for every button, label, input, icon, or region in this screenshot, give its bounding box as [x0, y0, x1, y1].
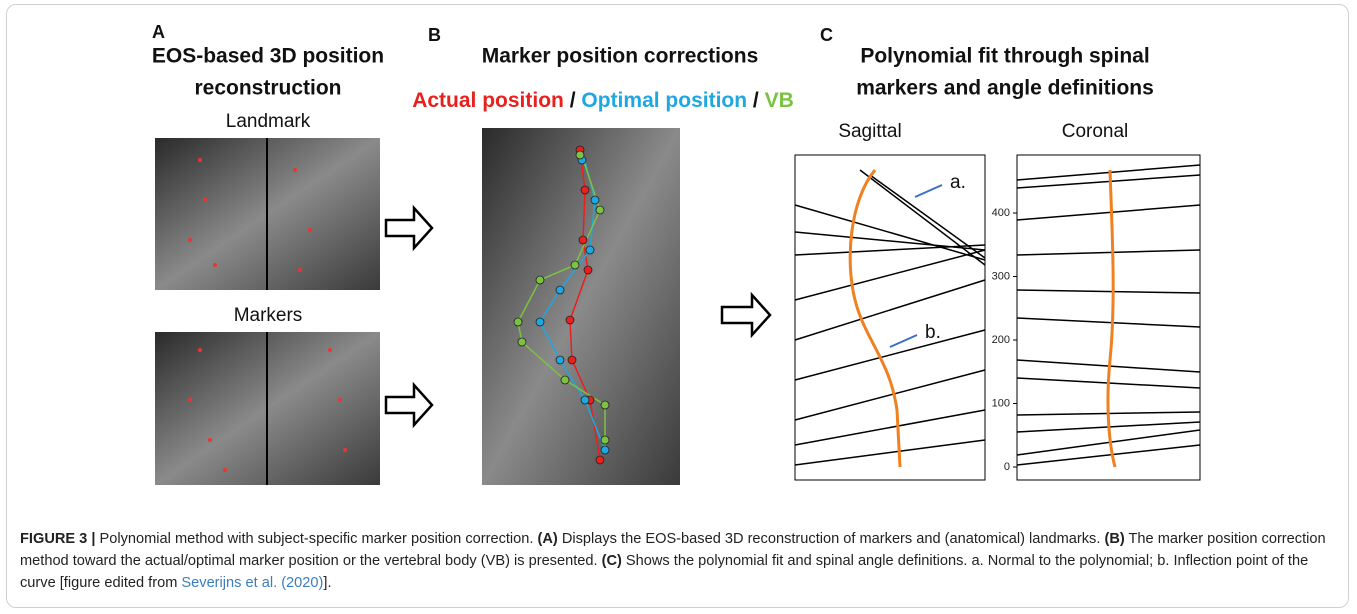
- legend-separator: /: [753, 89, 759, 112]
- panel-letter: C: [820, 25, 833, 45]
- legend-entry: Actual position: [412, 89, 564, 112]
- marker-dot: [576, 151, 584, 159]
- caption-text: ].: [323, 575, 331, 591]
- citation-link[interactable]: Severijns et al. (2020): [181, 575, 323, 591]
- marker-dot: [568, 356, 576, 364]
- marker-dot: [584, 266, 592, 274]
- caption-text: FIGURE 3 |: [20, 531, 95, 547]
- page: {"panels": [ {"letter": "A", "title": ["…: [0, 0, 1357, 614]
- subplot-title: Coronal: [1062, 121, 1129, 142]
- caption-text: Displays the EOS-based 3D reconstruction…: [558, 531, 1105, 547]
- marker-dot: [601, 436, 609, 444]
- marker-dot: [571, 261, 579, 269]
- subplot-title: Sagittal: [838, 121, 901, 142]
- marker-dot: [581, 186, 589, 194]
- legend-separator: /: [570, 89, 576, 112]
- marker-dot: [601, 401, 609, 409]
- panel-title: Polynomial fit through spinal: [860, 45, 1149, 68]
- y-tick-label: 300: [992, 270, 1010, 282]
- marker-dot: [514, 318, 522, 326]
- annotation: b.: [925, 322, 941, 343]
- legend: Actual position / Optimal position / VB: [412, 89, 794, 112]
- marker-dot: [586, 246, 594, 254]
- marker-dot: [601, 446, 609, 454]
- marker-dot: [579, 236, 587, 244]
- marker-dot: [518, 338, 526, 346]
- xray-corrections: [482, 128, 680, 485]
- marker-dot: [561, 376, 569, 384]
- panel-title: Marker position corrections: [482, 45, 759, 68]
- xray-markers: [155, 332, 380, 485]
- caption-text: (A): [538, 531, 558, 547]
- panel-letter: A: [152, 22, 165, 42]
- legend-entry: VB: [765, 89, 794, 112]
- xray-landmark: [155, 138, 380, 290]
- marker-dot: [596, 206, 604, 214]
- marker-dot: [556, 356, 564, 364]
- marker-dot: [536, 276, 544, 284]
- sagittal-plot: [795, 155, 985, 480]
- y-tick-label: 200: [992, 334, 1010, 346]
- panel-letter: B: [428, 25, 441, 45]
- y-tick-label: 400: [992, 207, 1010, 219]
- image-label: Landmark: [226, 111, 311, 132]
- figure: A EOS-based 3D position reconstruction Land…: [0, 0, 1357, 528]
- caption-text: (B): [1104, 531, 1124, 547]
- marker-dot: [566, 316, 574, 324]
- y-tick-label: 0: [1004, 461, 1010, 473]
- caption-text: (C): [602, 553, 622, 569]
- panel-title: markers and angle definitions: [856, 77, 1154, 100]
- panel-title: EOS-based 3D position: [152, 45, 384, 68]
- marker-dot: [581, 396, 589, 404]
- marker-dot: [596, 456, 604, 464]
- annotation: a.: [950, 172, 966, 193]
- image-label: Markers: [234, 305, 303, 326]
- marker-dot: [591, 196, 599, 204]
- y-tick-label: 100: [992, 397, 1010, 409]
- caption-text: Polynomial method with subject-specific …: [95, 531, 537, 547]
- legend-entry: Optimal position: [581, 89, 747, 112]
- coronal-plot: [1017, 155, 1200, 480]
- marker-dot: [556, 286, 564, 294]
- marker-dot: [536, 318, 544, 326]
- caption: FIGURE 3 | Polynomial method with subjec…: [20, 528, 1335, 594]
- panel-title: reconstruction: [194, 77, 341, 100]
